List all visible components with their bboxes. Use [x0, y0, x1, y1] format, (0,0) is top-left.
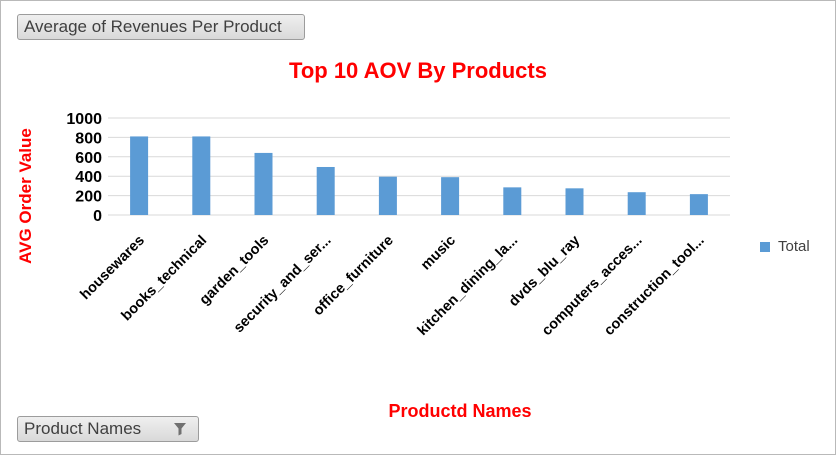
- y-tick-label: 0: [93, 208, 102, 225]
- bar: [316, 166, 335, 215]
- filter-icon[interactable]: [172, 421, 188, 437]
- value-field-label: Average of Revenues Per Product: [24, 17, 282, 36]
- x-tick-label: music: [418, 233, 459, 274]
- legend-label: Total: [778, 238, 810, 255]
- bar: [254, 152, 273, 215]
- y-tick-label: 800: [75, 130, 102, 147]
- legend-swatch: [760, 242, 770, 252]
- y-tick-label: 600: [75, 150, 102, 167]
- bar: [565, 188, 584, 215]
- bar: [441, 177, 460, 215]
- y-tick-label: 200: [75, 189, 102, 206]
- bar: [130, 136, 149, 215]
- bar: [503, 187, 522, 215]
- bar: [192, 136, 211, 215]
- value-field-button[interactable]: Average of Revenues Per Product: [17, 14, 305, 40]
- x-axis-title: Productd Names: [388, 401, 532, 421]
- bar: [627, 192, 646, 215]
- x-tick-label: housewares: [77, 233, 148, 304]
- bar: [378, 176, 397, 215]
- chart-title: Top 10 AOV By Products: [289, 58, 547, 83]
- y-tick-label: 400: [75, 169, 102, 186]
- legend: Total: [760, 238, 810, 255]
- y-tick-label: 1000: [66, 111, 102, 128]
- axis-field-label: Product Names: [24, 419, 142, 438]
- axis-field-button[interactable]: Product Names: [17, 416, 199, 442]
- bar: [689, 194, 708, 215]
